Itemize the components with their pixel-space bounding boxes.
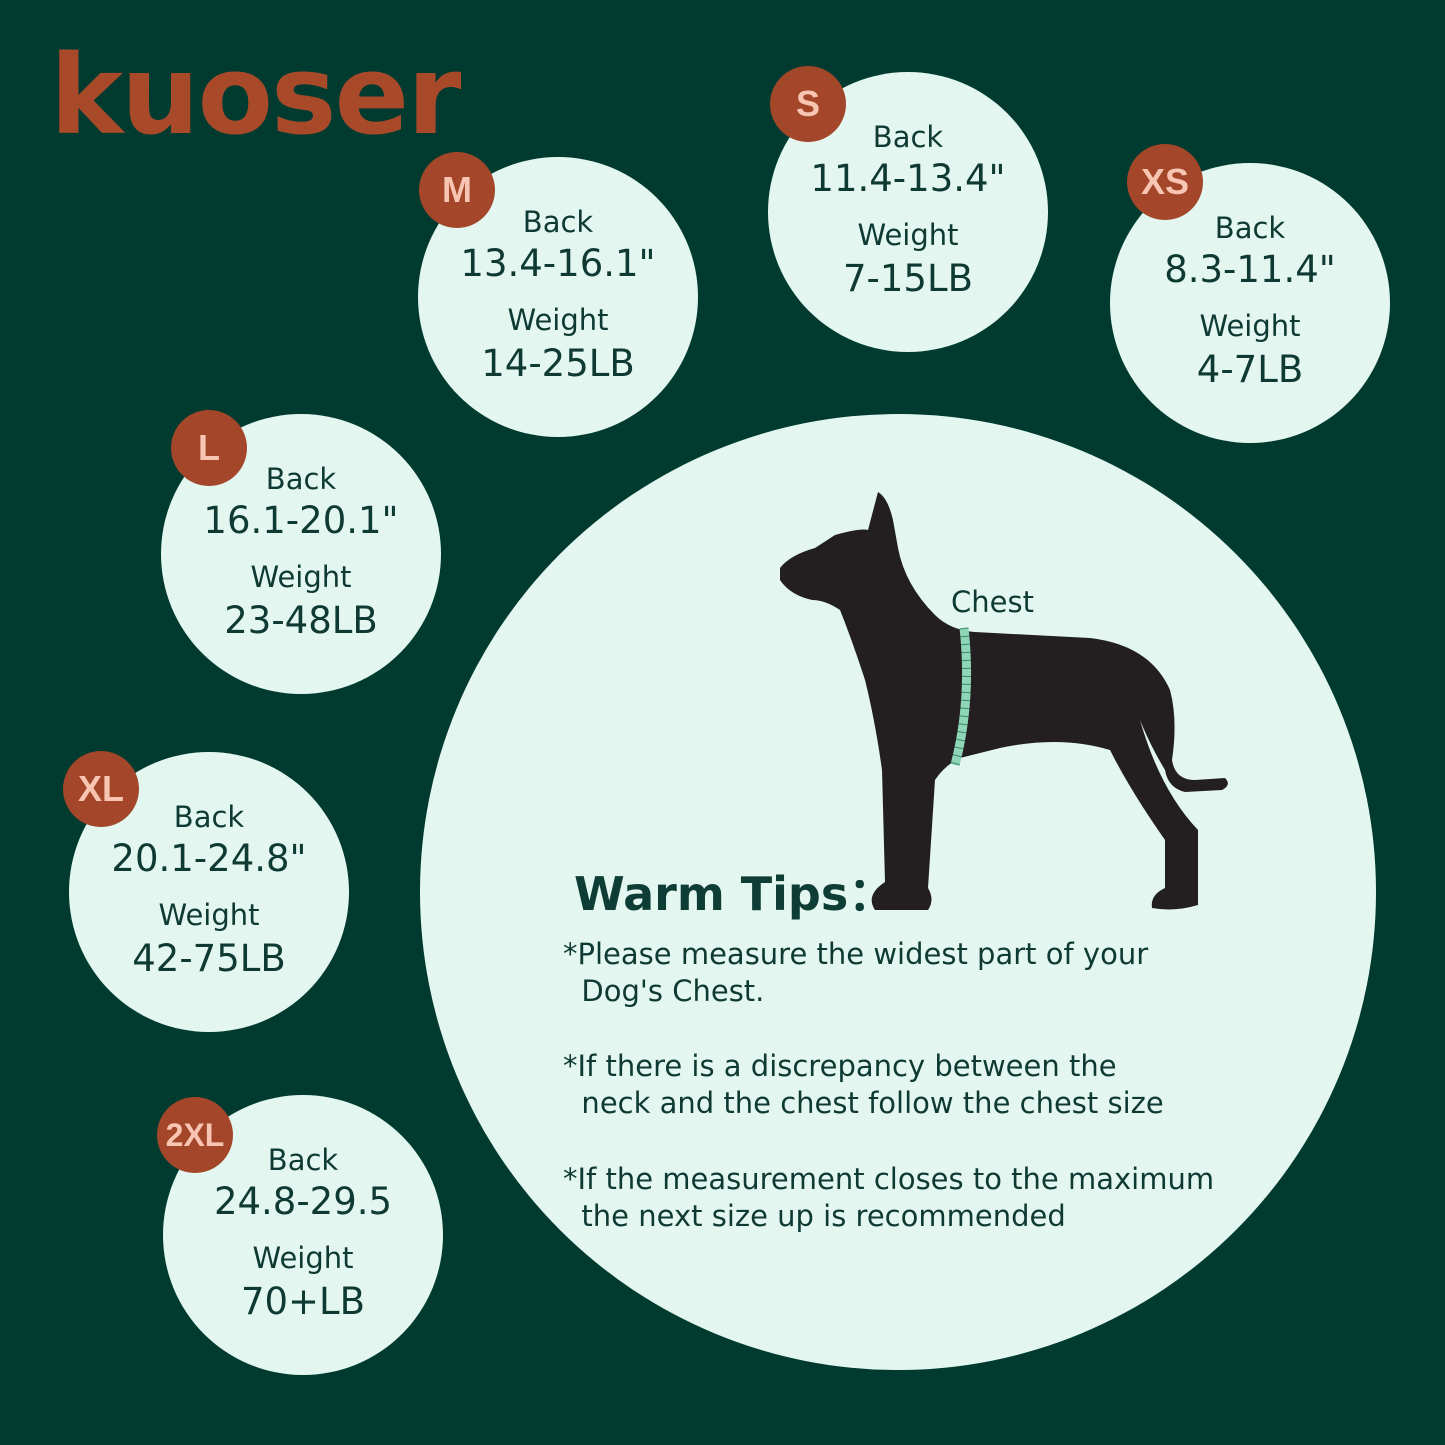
back-value: 8.3-11.4" [1164,248,1336,291]
back-value: 24.8-29.5 [213,1180,393,1223]
measuring-tape-icon [950,627,972,767]
back-value: 11.4-13.4" [810,157,1006,200]
weight-label: Weight [507,303,609,337]
brand-logo: kuoser [50,31,461,159]
weight-value: 7-15LB [843,257,973,300]
size-badge-m: M [419,152,495,228]
back-label: Back [522,205,594,239]
tips-title: Warm Tips： [574,867,895,921]
back-value: 16.1-20.1" [203,499,399,542]
back-value: 20.1-24.8" [111,837,307,880]
size-badge-xl: XL [63,751,139,827]
size-badge-2xl: 2XL [157,1097,233,1173]
size-badge-s: S [770,66,846,142]
back-label: Back [267,1143,339,1177]
weight-label: Weight [252,1241,354,1275]
weight-value: 14-25LB [481,342,635,385]
weight-label: Weight [1199,309,1301,343]
back-value: 13.4-16.1" [460,242,656,285]
weight-value: 70+LB [240,1280,366,1323]
weight-label: Weight [250,560,352,594]
back-label: Back [173,800,245,834]
weight-label: Weight [158,898,260,932]
tip-item: *If there is a discrepancy between the n… [563,1049,1164,1120]
size-badge-xs: XS [1127,144,1203,220]
back-label: Back [1214,211,1286,245]
back-label: Back [872,120,944,154]
size-badge-l: L [171,410,247,486]
weight-value: 42-75LB [132,937,286,980]
weight-value: 23-48LB [224,599,378,642]
tip-item: *Please measure the widest part of your … [563,937,1149,1008]
tip-item: *If the measurement closes to the maximu… [563,1162,1215,1233]
weight-value: 4-7LB [1196,348,1304,391]
chest-label: Chest [951,585,1034,619]
weight-label: Weight [857,218,959,252]
back-label: Back [265,462,337,496]
dog-body [780,492,1228,910]
